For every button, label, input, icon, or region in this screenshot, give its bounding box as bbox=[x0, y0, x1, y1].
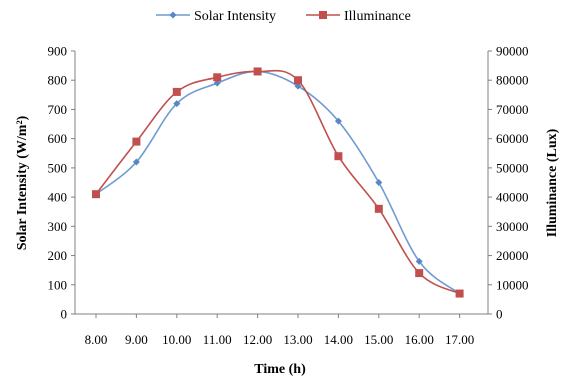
legend: Solar Intensity Illuminance bbox=[156, 9, 411, 24]
right-tick-label: 60000 bbox=[496, 131, 529, 146]
left-tick-label: 0 bbox=[61, 307, 68, 322]
x-tick-label: 14.00 bbox=[324, 332, 353, 347]
right-tick-label: 20000 bbox=[496, 248, 529, 263]
right-tick-label: 50000 bbox=[496, 160, 529, 175]
x-tick-label: 17.00 bbox=[445, 332, 474, 347]
right-tick-label: 40000 bbox=[496, 190, 529, 205]
illuminance-point bbox=[374, 204, 383, 213]
left-y-axis-ticks: 0 100 200 300 400 500 600 700 800 900 bbox=[48, 44, 75, 322]
left-tick-label: 900 bbox=[48, 44, 68, 59]
illuminance-point bbox=[415, 269, 424, 278]
x-tick-label: 12.00 bbox=[243, 332, 272, 347]
solar-intensity-point bbox=[334, 117, 342, 125]
right-tick-label: 80000 bbox=[496, 73, 529, 88]
illuminance-point bbox=[455, 289, 464, 298]
right-y-axis-ticks: 0 10000 20000 30000 40000 50000 60000 70000 8000… bbox=[488, 44, 529, 322]
illuminance-point bbox=[213, 73, 222, 82]
solar-intensity-point bbox=[415, 257, 423, 265]
solar-intensity-point bbox=[375, 179, 383, 186]
right-y-axis-title: Illuminance (Lux) bbox=[545, 128, 560, 237]
legend-marker-solar-intensity bbox=[169, 11, 177, 19]
left-tick-label: 100 bbox=[48, 277, 68, 292]
x-tick-label: 15.00 bbox=[364, 332, 393, 347]
solar-intensity-point bbox=[294, 82, 302, 90]
x-tick-label: 8.00 bbox=[85, 332, 108, 347]
left-tick-label: 500 bbox=[48, 160, 68, 175]
solar-intensity-point bbox=[173, 100, 181, 108]
x-tick-label: 13.00 bbox=[283, 332, 312, 347]
illuminance-line bbox=[95, 69, 460, 295]
illuminance-point bbox=[253, 67, 262, 76]
x-tick-label: 16.00 bbox=[405, 332, 434, 347]
solar-intensity-line bbox=[95, 70, 461, 295]
right-tick-label: 70000 bbox=[496, 102, 529, 117]
solar-intensity-point bbox=[213, 79, 221, 87]
series-solar-intensity bbox=[92, 67, 464, 298]
illuminance-point bbox=[92, 190, 100, 199]
illuminance-point bbox=[294, 76, 302, 85]
solar-intensity-point bbox=[132, 158, 140, 166]
left-tick-label: 300 bbox=[48, 219, 68, 234]
x-tick-label: 10.00 bbox=[162, 332, 191, 347]
illuminance-point bbox=[334, 152, 343, 161]
right-tick-label: 90000 bbox=[496, 44, 529, 59]
x-axis-title: Time (h) bbox=[254, 362, 306, 377]
x-axis-ticks: 8.00 9.00 10.00 11.00 12.00 13.00 14.00 15.00 16… bbox=[85, 314, 474, 347]
right-tick-label: 10000 bbox=[496, 277, 529, 292]
left-tick-label: 800 bbox=[48, 73, 68, 88]
left-y-axis-title: Solar Intensity (W/m²) bbox=[15, 115, 30, 250]
illuminance-point bbox=[132, 137, 141, 146]
illuminance-point bbox=[172, 87, 181, 96]
legend-marker-illuminance bbox=[319, 11, 327, 19]
x-tick-label: 9.00 bbox=[125, 332, 148, 347]
left-tick-label: 600 bbox=[48, 131, 68, 146]
right-tick-label: 30000 bbox=[496, 219, 529, 234]
x-tick-label: 11.00 bbox=[203, 332, 232, 347]
left-tick-label: 400 bbox=[48, 190, 68, 205]
legend-label-illuminance: Illuminance bbox=[344, 9, 411, 24]
left-tick-label: 700 bbox=[48, 102, 68, 117]
left-tick-label: 200 bbox=[48, 248, 68, 263]
series-illuminance bbox=[92, 67, 464, 298]
legend-label-solar-intensity: Solar Intensity bbox=[194, 9, 276, 24]
right-tick-label: 0 bbox=[496, 307, 503, 322]
